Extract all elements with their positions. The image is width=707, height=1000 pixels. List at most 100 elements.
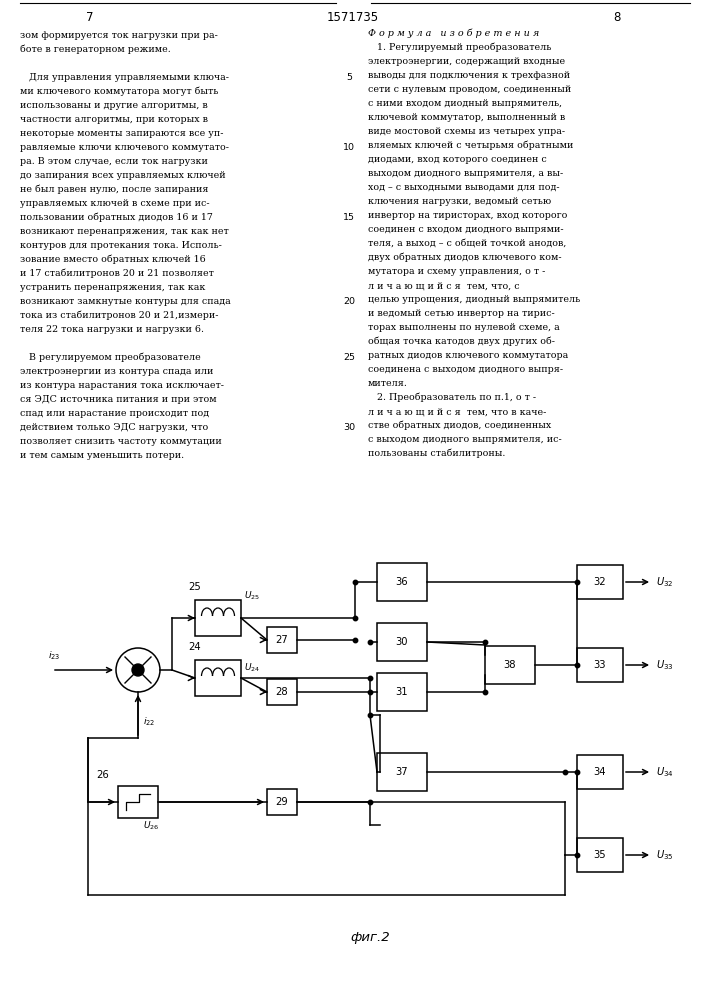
Text: действием только ЭДС нагрузки, что: действием только ЭДС нагрузки, что <box>20 423 209 432</box>
Text: 24: 24 <box>188 642 201 652</box>
Text: $U_{26}$: $U_{26}$ <box>143 820 159 832</box>
Text: 1571735: 1571735 <box>327 11 379 24</box>
Text: $U_{34}$: $U_{34}$ <box>656 765 674 779</box>
Text: виде мостовой схемы из четырех упра-: виде мостовой схемы из четырех упра- <box>368 127 565 136</box>
Text: л и ч а ю щ и й с я  тем, что в каче-: л и ч а ю щ и й с я тем, что в каче- <box>368 407 547 416</box>
Text: ра. В этом случае, если ток нагрузки: ра. В этом случае, если ток нагрузки <box>20 157 208 166</box>
Text: устранить перенапряжения, так как: устранить перенапряжения, так как <box>20 283 205 292</box>
Text: из контура нарастания тока исключает-: из контура нарастания тока исключает- <box>20 381 224 390</box>
Bar <box>377 563 427 601</box>
Text: л и ч а ю щ и й с я  тем, что, с: л и ч а ю щ и й с я тем, что, с <box>368 281 520 290</box>
Bar <box>195 600 241 636</box>
Bar <box>377 753 427 791</box>
Text: контуров для протекания тока. Исполь-: контуров для протекания тока. Исполь- <box>20 241 222 250</box>
Text: 36: 36 <box>396 577 409 587</box>
Text: электроэнергии, содержащий входные: электроэнергии, содержащий входные <box>368 57 565 66</box>
Text: до запирания всех управляемых ключей: до запирания всех управляемых ключей <box>20 171 226 180</box>
Text: 7: 7 <box>86 11 94 24</box>
Text: 29: 29 <box>276 797 288 807</box>
Text: возникают перенапряжения, так как нет: возникают перенапряжения, так как нет <box>20 227 229 236</box>
Text: тока из стабилитронов 20 и 21,измери-: тока из стабилитронов 20 и 21,измери- <box>20 311 218 320</box>
Text: 2. Преобразователь по п.1, о т -: 2. Преобразователь по п.1, о т - <box>368 393 536 402</box>
Text: мутатора и схему управления, о т -: мутатора и схему управления, о т - <box>368 267 545 276</box>
Text: ход – с выходными выводами для под-: ход – с выходными выводами для под- <box>368 183 560 192</box>
Text: $U_{32}$: $U_{32}$ <box>656 575 674 589</box>
Text: 20: 20 <box>343 297 355 306</box>
Text: 33: 33 <box>594 660 606 670</box>
Text: ратных диодов ключевого коммутатора: ратных диодов ключевого коммутатора <box>368 351 568 360</box>
Text: 34: 34 <box>594 767 606 777</box>
Text: с ними входом диодный выпрямитель,: с ними входом диодный выпрямитель, <box>368 99 562 108</box>
Text: $i_{22}$: $i_{22}$ <box>143 716 156 728</box>
Bar <box>577 565 623 599</box>
Text: $U_{25}$: $U_{25}$ <box>244 590 260 602</box>
Text: В регулируемом преобразователе: В регулируемом преобразователе <box>20 353 201 362</box>
Bar <box>195 660 241 696</box>
Text: 30: 30 <box>396 637 408 647</box>
Text: и 17 стабилитронов 20 и 21 позволяет: и 17 стабилитронов 20 и 21 позволяет <box>20 269 214 278</box>
Bar <box>267 679 297 705</box>
Text: инвертор на тиристорах, вход которого: инвертор на тиристорах, вход которого <box>368 211 568 220</box>
Bar <box>485 646 535 684</box>
Text: пользованы стабилитроны.: пользованы стабилитроны. <box>368 449 506 458</box>
Text: и тем самым уменьшить потери.: и тем самым уменьшить потери. <box>20 451 184 460</box>
Text: соединена с выходом диодного выпря-: соединена с выходом диодного выпря- <box>368 365 563 374</box>
Bar <box>118 786 158 818</box>
Text: ключения нагрузки, ведомый сетью: ключения нагрузки, ведомый сетью <box>368 197 551 206</box>
Text: диодами, вход которого соединен с: диодами, вход которого соединен с <box>368 155 547 164</box>
Text: управляемых ключей в схеме при ис-: управляемых ключей в схеме при ис- <box>20 199 209 208</box>
Text: 38: 38 <box>504 660 516 670</box>
Text: торах выполнены по нулевой схеме, а: торах выполнены по нулевой схеме, а <box>368 323 560 332</box>
Text: мителя.: мителя. <box>368 379 408 388</box>
Text: 25: 25 <box>343 353 355 362</box>
Text: ся ЭДС источника питания и при этом: ся ЭДС источника питания и при этом <box>20 395 216 404</box>
Text: и ведомый сетью инвертор на тирис-: и ведомый сетью инвертор на тирис- <box>368 309 555 318</box>
Text: использованы и другие алгоритмы, в: использованы и другие алгоритмы, в <box>20 101 208 110</box>
Text: с выходом диодного выпрямителя, ис-: с выходом диодного выпрямителя, ис- <box>368 435 562 444</box>
Text: $U_{33}$: $U_{33}$ <box>656 658 674 672</box>
Text: Ф о р м у л а   и з о б р е т е н и я: Ф о р м у л а и з о б р е т е н и я <box>368 29 539 38</box>
Text: $U_{24}$: $U_{24}$ <box>244 662 260 674</box>
Text: зом формируется ток нагрузки при ра-: зом формируется ток нагрузки при ра- <box>20 31 218 40</box>
Text: спад или нарастание происходит под: спад или нарастание происходит под <box>20 409 209 418</box>
Text: двух обратных диодов ключевого ком-: двух обратных диодов ключевого ком- <box>368 253 561 262</box>
Text: выходом диодного выпрямителя, а вы-: выходом диодного выпрямителя, а вы- <box>368 169 563 178</box>
Bar <box>267 789 297 815</box>
Text: 1. Регулируемый преобразователь: 1. Регулируемый преобразователь <box>368 43 551 52</box>
Text: 31: 31 <box>396 687 409 697</box>
Bar <box>577 648 623 682</box>
Text: фиг.2: фиг.2 <box>350 932 390 944</box>
Text: зование вместо обратных ключей 16: зование вместо обратных ключей 16 <box>20 255 206 264</box>
Bar <box>377 673 427 711</box>
Text: равляемые ключи ключевого коммутато-: равляемые ключи ключевого коммутато- <box>20 143 229 152</box>
Text: стве обратных диодов, соединенных: стве обратных диодов, соединенных <box>368 421 551 430</box>
Text: 30: 30 <box>343 423 355 432</box>
Text: $U_{35}$: $U_{35}$ <box>656 848 674 862</box>
Bar <box>577 838 623 872</box>
Text: 27: 27 <box>276 635 288 645</box>
Text: 32: 32 <box>594 577 607 587</box>
Text: выводы для подключения к трехфазной: выводы для подключения к трехфазной <box>368 71 570 80</box>
Text: 5: 5 <box>346 73 352 82</box>
Bar <box>267 627 297 653</box>
Circle shape <box>132 664 144 676</box>
Text: ключевой коммутатор, выполненный в: ключевой коммутатор, выполненный в <box>368 113 566 122</box>
Text: вляемых ключей с четырьмя обратными: вляемых ключей с четырьмя обратными <box>368 141 573 150</box>
Text: 26: 26 <box>96 770 109 780</box>
Text: частности алгоритмы, при которых в: частности алгоритмы, при которых в <box>20 115 208 124</box>
Text: позволяет снизить частоту коммутации: позволяет снизить частоту коммутации <box>20 437 222 446</box>
Text: соединен с входом диодного выпрями-: соединен с входом диодного выпрями- <box>368 225 563 234</box>
Text: 35: 35 <box>594 850 607 860</box>
Text: 8: 8 <box>613 11 621 24</box>
Text: Для управления управляемыми ключа-: Для управления управляемыми ключа- <box>20 73 229 82</box>
Text: сети с нулевым проводом, соединенный: сети с нулевым проводом, соединенный <box>368 85 571 94</box>
Text: некоторые моменты запираются все уп-: некоторые моменты запираются все уп- <box>20 129 223 138</box>
Text: 28: 28 <box>276 687 288 697</box>
Text: теля, а выход – с общей точкой анодов,: теля, а выход – с общей точкой анодов, <box>368 239 566 248</box>
Text: боте в генераторном режиме.: боте в генераторном режиме. <box>20 45 171 54</box>
Text: 10: 10 <box>343 143 355 152</box>
Text: ми ключевого коммутатора могут быть: ми ключевого коммутатора могут быть <box>20 87 218 97</box>
Text: не был равен нулю, после запирания: не был равен нулю, после запирания <box>20 185 209 194</box>
Text: теля 22 тока нагрузки и нагрузки 6.: теля 22 тока нагрузки и нагрузки 6. <box>20 325 204 334</box>
Text: электроэнергии из контура спада или: электроэнергии из контура спада или <box>20 367 214 376</box>
